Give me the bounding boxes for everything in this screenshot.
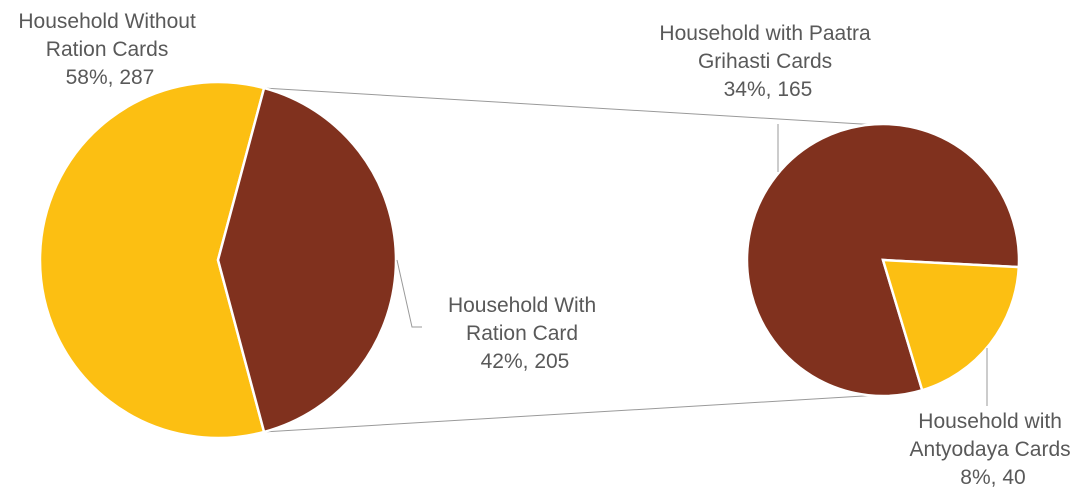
leader-line-with-ration-card [396, 259, 422, 328]
data-label-with-ration-card: Household With Ration Card 42%, 205 [448, 294, 602, 373]
data-label-without-ration-cards: Household Without Ration Cards 58%, 287 [18, 10, 201, 89]
pie-connector-bottom [262, 394, 881, 433]
data-label-antyodaya-cards: Household with Antyodaya Cards 8%, 40 [910, 410, 1077, 489]
pie-slice-with-ration-card [216, 86, 398, 434]
pie-connector-top [262, 87, 879, 126]
pie-slice-without-ration-cards [38, 80, 266, 440]
data-label-paatra-grihasti-cards: Household with Paatra Grihasti Cards 34%… [659, 22, 876, 101]
pie-slice-antyodaya-cards [881, 258, 1021, 392]
